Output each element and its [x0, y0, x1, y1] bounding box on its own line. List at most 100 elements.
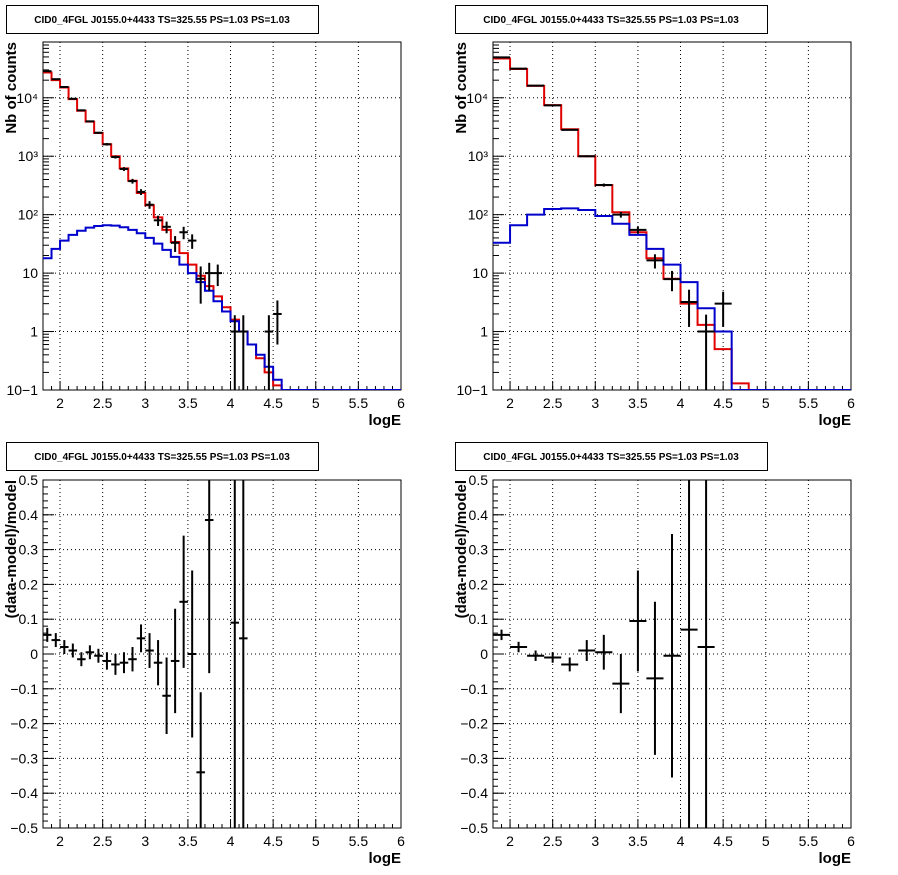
x-axis-label: logE	[819, 850, 852, 867]
data-point	[646, 601, 664, 755]
data-point	[43, 70, 52, 73]
x-tick-label: 5.5	[349, 395, 369, 411]
chart-title: CID0_4FGL J0155.0+4433 TS=325.55 PS=1.03…	[483, 452, 739, 463]
data-point	[544, 652, 562, 663]
y-tick-label: 0.5	[469, 472, 489, 488]
data-point	[561, 128, 579, 131]
y-tick-label: 10³	[18, 148, 39, 164]
data-point	[94, 131, 103, 134]
x-tick-label: 3.5	[628, 833, 648, 849]
data-point	[119, 167, 129, 171]
data-point	[102, 652, 112, 670]
title-box	[455, 442, 768, 471]
data-point	[561, 657, 579, 672]
plot-area	[43, 70, 401, 390]
y-tick-label: 10	[22, 265, 38, 281]
y-axis-label: Nb of counts	[3, 42, 20, 134]
data-point	[663, 533, 681, 778]
data-point	[239, 315, 248, 390]
data-point	[204, 480, 214, 674]
data-point	[663, 270, 681, 292]
plot-frame	[42, 41, 402, 391]
data-point	[136, 624, 146, 653]
data-point	[43, 627, 52, 642]
series-line-1	[43, 71, 401, 390]
series-line-2	[43, 224, 401, 390]
data-point	[162, 221, 171, 234]
x-tick-label: 2	[56, 833, 64, 849]
x-tick-label: 3	[141, 833, 149, 849]
x-tick-label: 3	[141, 395, 149, 411]
data-point	[179, 226, 188, 240]
data-point	[239, 480, 248, 828]
data-point	[629, 570, 647, 672]
data-point	[153, 640, 163, 686]
chart-title: CID0_4FGL J0155.0+4433 TS=325.55 PS=1.03…	[483, 15, 739, 26]
data-point	[646, 254, 664, 269]
x-tick-label: 5.5	[799, 833, 819, 849]
title-box	[6, 442, 319, 471]
x-tick-label: 5	[762, 395, 770, 411]
y-tick-label: 0.5	[19, 472, 39, 488]
data-point	[179, 535, 188, 668]
y-tick-label: −0.5	[10, 820, 38, 836]
plot-area	[43, 480, 248, 828]
y-tick-label: −0.4	[10, 785, 38, 801]
data-point	[578, 155, 596, 158]
data-point	[595, 183, 613, 187]
series-line-1	[493, 57, 851, 390]
data-point	[145, 633, 154, 668]
data-point	[77, 109, 86, 112]
y-tick-label: 10⁴	[466, 90, 488, 106]
data-point	[60, 85, 69, 88]
data-point	[680, 289, 698, 327]
y-tick-label: 1	[480, 324, 488, 340]
data-point	[128, 178, 137, 184]
y-tick-label: 0.3	[469, 542, 489, 558]
x-axis-label: logE	[369, 850, 402, 867]
data-point	[612, 654, 630, 714]
data-point	[527, 650, 545, 661]
y-tick-label: 10−1	[6, 382, 38, 398]
data-point	[213, 264, 222, 287]
x-tick-label: 4.5	[263, 395, 283, 411]
x-tick-label: 5	[312, 833, 320, 849]
data-point	[697, 314, 715, 390]
y-tick-label: 10	[472, 265, 488, 281]
y-tick-label: 0	[30, 646, 38, 662]
data-point	[102, 143, 112, 146]
data-point	[612, 212, 630, 218]
x-tick-label: 3.5	[178, 833, 198, 849]
data-point	[629, 226, 647, 234]
y-axis-label: (data-model)/model	[3, 480, 20, 618]
x-tick-label: 4	[227, 395, 235, 411]
y-tick-label: −0.5	[460, 820, 488, 836]
x-tick-label: 5	[762, 833, 770, 849]
x-tick-label: 2.5	[93, 395, 113, 411]
x-tick-label: 4	[227, 833, 235, 849]
data-point	[136, 189, 146, 195]
y-tick-label: 10−1	[456, 382, 488, 398]
y-tick-label: 0.2	[469, 576, 489, 592]
x-tick-label: 2	[506, 395, 514, 411]
x-tick-label: 2	[506, 833, 514, 849]
data-point	[187, 234, 197, 249]
x-tick-label: 4.5	[713, 833, 733, 849]
data-point	[85, 120, 95, 123]
x-tick-label: 4.5	[263, 833, 283, 849]
x-tick-label: 6	[397, 395, 405, 411]
x-tick-label: 6	[847, 395, 855, 411]
chart-title: CID0_4FGL J0155.0+4433 TS=325.55 PS=1.03…	[34, 452, 290, 463]
data-point	[128, 647, 137, 672]
y-tick-label: 0.3	[19, 542, 39, 558]
data-point	[196, 266, 205, 304]
chart-panel-4: CID0_4FGL J0155.0+4433 TS=325.55 PS=1.03…	[453, 442, 855, 867]
data-point	[119, 652, 129, 674]
x-tick-label: 5.5	[799, 395, 819, 411]
x-tick-label: 5.5	[349, 833, 369, 849]
x-tick-label: 5	[312, 395, 320, 411]
x-tick-label: 2.5	[543, 833, 563, 849]
data-point	[85, 645, 95, 660]
data-point	[544, 104, 562, 107]
data-point	[170, 236, 180, 252]
